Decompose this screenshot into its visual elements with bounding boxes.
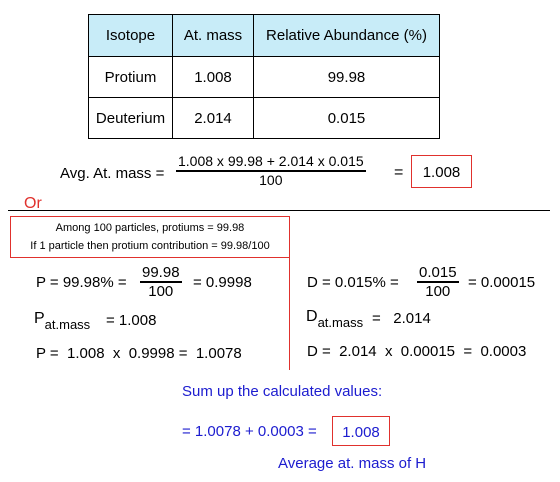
deuterium-numerator: 0.015	[419, 264, 457, 281]
protium-mass-symbol: P	[34, 310, 45, 327]
isotope-table: Isotope At. mass Relative Abundance (%) …	[88, 14, 440, 139]
table-row: Deuterium 2.014 0.015	[88, 97, 440, 139]
deuterium-mass-value: = 2.014	[372, 310, 431, 327]
summary-caption: Average at. mass of H	[278, 455, 427, 472]
deuterium-mass-subscript: at.mass	[317, 315, 364, 330]
protium-product: P = 1.008 x 0.9998 = 1.0078	[36, 345, 242, 362]
table-header-row: Isotope At. mass Relative Abundance (%)	[88, 14, 440, 57]
deuterium-mass-symbol: D	[306, 308, 318, 325]
protium-mass-label: Pat.mass	[34, 310, 90, 332]
avg-result: 1.008	[422, 164, 461, 181]
fraction-bar	[140, 281, 182, 283]
fraction-bar	[417, 281, 459, 283]
column-header-abundance: Relative Abundance (%)	[253, 14, 440, 57]
note-line-1: Among 100 particles, protiums = 99.98	[55, 222, 245, 234]
cell-isotope: Deuterium	[88, 97, 173, 139]
deuterium-percent-label: D = 0.015% =	[307, 274, 399, 291]
summary-expression: = 1.0078 + 0.0003 =	[182, 423, 317, 440]
avg-fraction: 1.008 x 99.98 + 2.014 x 0.015 100	[176, 153, 366, 189]
cell-mass: 2.014	[172, 97, 254, 139]
cell-abundance: 0.015	[253, 97, 440, 139]
avg-numerator: 1.008 x 99.98 + 2.014 x 0.015	[178, 153, 364, 169]
protium-mass-subscript: at.mass	[44, 317, 91, 332]
protium-mass-value: = 1.008	[106, 312, 157, 329]
protium-fraction-result: = 0.9998	[193, 274, 252, 291]
deuterium-denominator: 100	[425, 282, 451, 300]
avg-result-box: 1.008	[411, 155, 472, 188]
note-box: Among 100 particles, protiums = 99.98 If…	[10, 216, 290, 258]
avg-label: Avg. At. mass =	[60, 165, 165, 182]
deuterium-fraction-result: = 0.00015	[468, 274, 536, 291]
protium-denominator: 100	[148, 282, 174, 300]
or-label: Or	[24, 195, 42, 212]
summary-result: 1.008	[342, 424, 380, 441]
separator-line	[8, 210, 550, 211]
fraction-bar	[176, 170, 366, 172]
summary-heading: Sum up the calculated values:	[182, 383, 383, 400]
cell-mass: 1.008	[172, 56, 254, 98]
column-header-mass: At. mass	[172, 14, 254, 57]
column-header-isotope: Isotope	[88, 14, 173, 57]
protium-fraction: 99.98 100	[140, 264, 182, 300]
note-line-2: If 1 particle then protium contribution …	[30, 240, 270, 252]
avg-denominator: 100	[259, 171, 283, 188]
cell-isotope: Protium	[88, 56, 173, 98]
divider-line	[289, 258, 290, 370]
summary-result-box: 1.008	[332, 416, 390, 446]
avg-equals: =	[394, 164, 404, 181]
deuterium-fraction: 0.015 100	[417, 264, 459, 300]
protium-numerator: 99.98	[142, 264, 180, 281]
table-row: Protium 1.008 99.98	[88, 56, 440, 98]
protium-percent-label: P = 99.98% =	[36, 274, 127, 291]
deuterium-mass-label: Dat.mass	[306, 308, 363, 330]
cell-abundance: 99.98	[253, 56, 440, 98]
deuterium-product: D = 2.014 x 0.00015 = 0.0003	[307, 343, 527, 360]
